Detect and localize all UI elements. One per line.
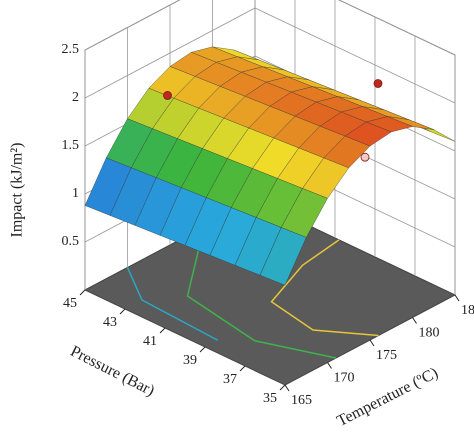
x-tick [412, 317, 417, 324]
y-tick-label: 45 [63, 296, 77, 311]
design-point [360, 152, 370, 162]
z-tick-label: 1.5 [62, 138, 80, 153]
y-tick-label: 41 [143, 334, 157, 349]
design-point [163, 91, 172, 100]
x-tick-label: 180 [419, 326, 440, 341]
y-tick-label: 35 [263, 391, 277, 406]
y-tick [199, 346, 206, 353]
design-point [373, 79, 383, 88]
z-axis-label: Impact (kJ/m²) [9, 143, 26, 238]
y-tick [279, 384, 286, 391]
x-tick-label: 185 [461, 303, 474, 318]
x-tick [454, 294, 460, 302]
x-tick-label: 175 [376, 348, 397, 363]
y-tick [79, 289, 86, 296]
y-tick-label: 39 [183, 353, 197, 368]
x-tick-label: 170 [334, 371, 355, 386]
floor-contour [270, 239, 379, 337]
y-tick [119, 308, 126, 315]
surface-cell [259, 227, 307, 286]
y-tick-label: 37 [223, 372, 237, 387]
x-tick [327, 362, 332, 369]
floor-contour [126, 267, 219, 341]
y-tick-label: 43 [103, 315, 117, 330]
z-tick-label: 1 [72, 186, 79, 201]
z-tick-label: 0.5 [62, 234, 80, 249]
y-tick [239, 365, 246, 372]
x-tick [369, 339, 375, 347]
z-tick-label: 2.5 [62, 42, 80, 57]
z-tick-label: 2 [72, 90, 79, 105]
x-tick-label: 165 [291, 393, 312, 408]
x-tick [284, 384, 290, 392]
y-tick [159, 327, 166, 334]
grid-line [84, 0, 456, 56]
y-axis-label: Pressure (Bar) [68, 343, 158, 400]
